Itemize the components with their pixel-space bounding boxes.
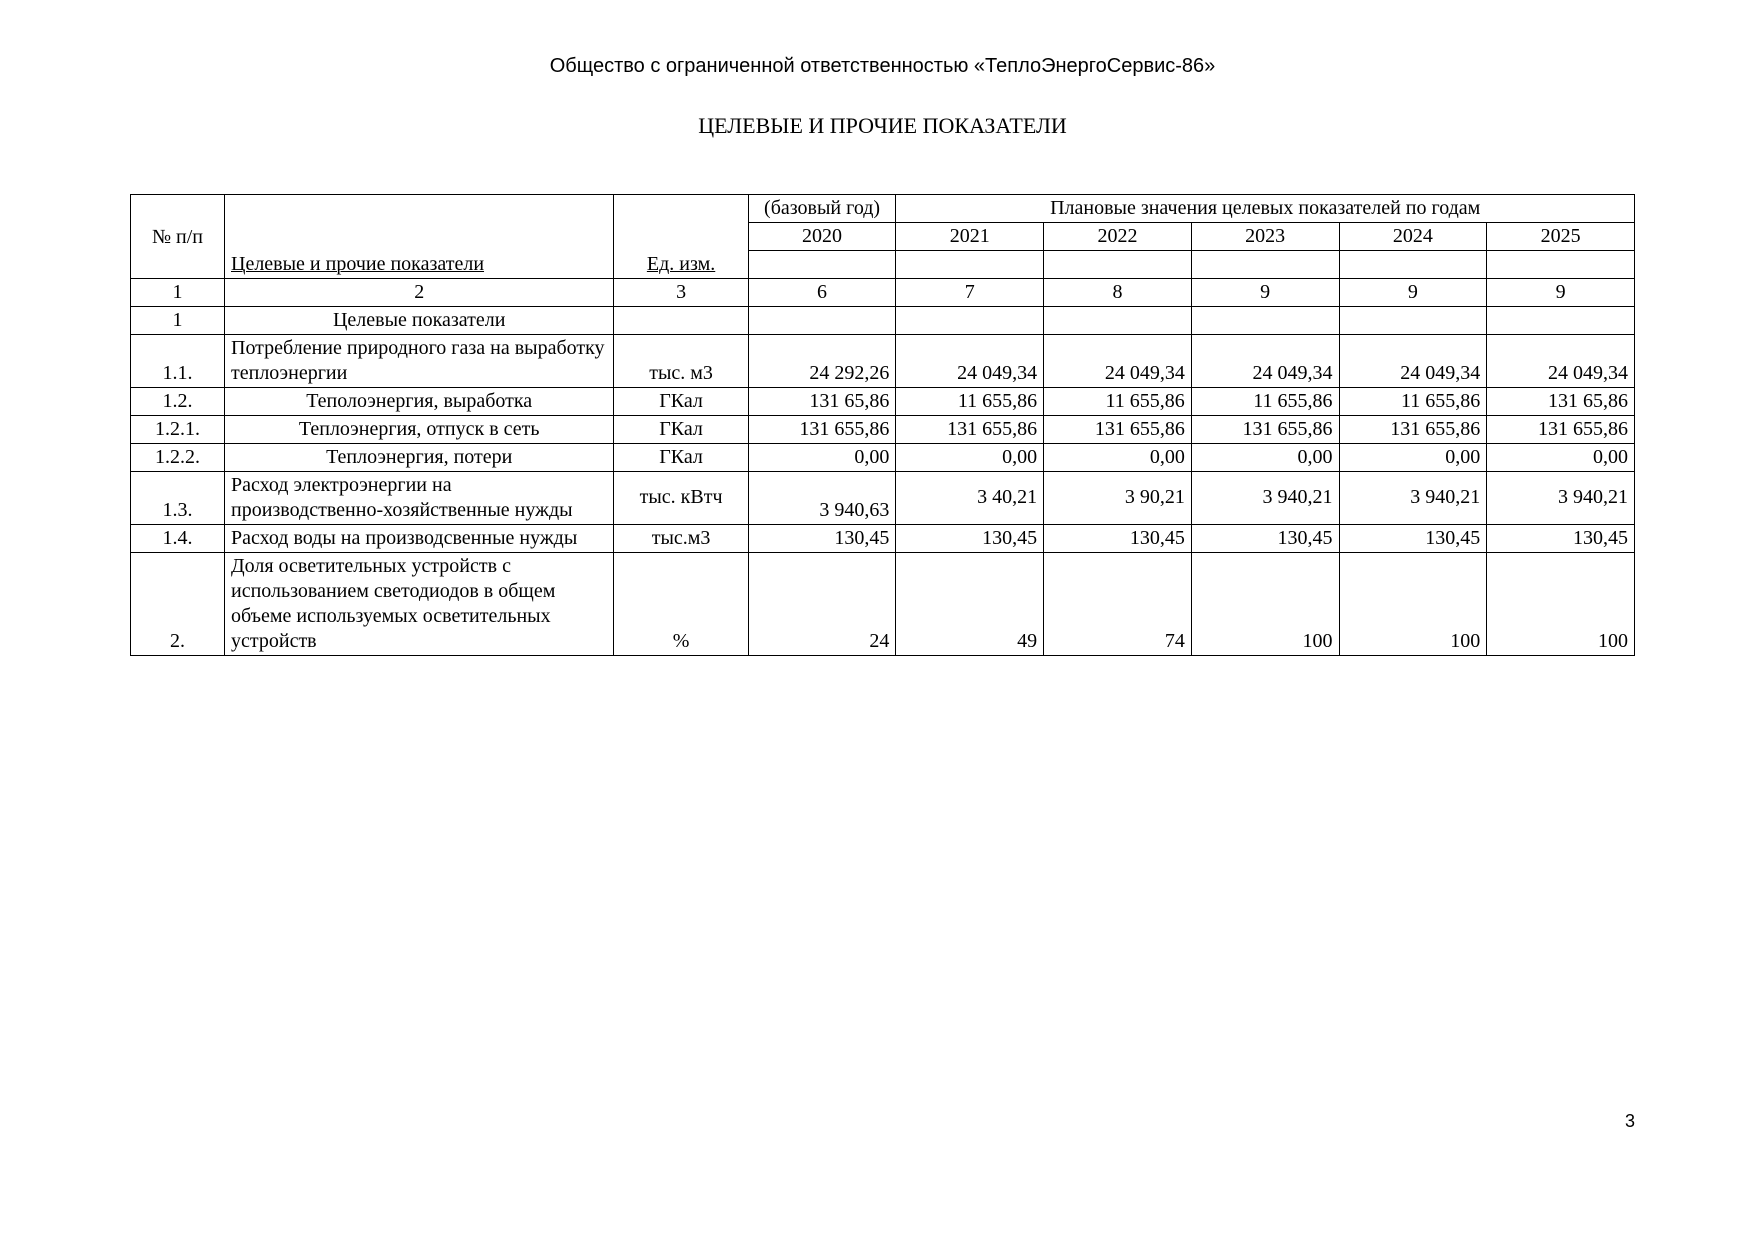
header-row-years: № п/п 2020 2021 2022 2023 2024 2025: [131, 223, 1635, 251]
year-2024: 2024: [1339, 223, 1487, 251]
table-row: 2. Доля осветительных устройств с исполь…: [131, 552, 1635, 655]
base-year-label: (базовый год): [748, 195, 896, 223]
table-row: 1.3. Расход электроэнергии на производст…: [131, 471, 1635, 524]
table-row: 1.1. Потребление природного газа на выра…: [131, 334, 1635, 387]
org-name: Общество с ограниченной ответственностью…: [130, 55, 1635, 78]
year-2025: 2025: [1487, 223, 1635, 251]
table-row: 1.2.1. Теплоэнергия, отпуск в сеть ГКал …: [131, 415, 1635, 443]
table-row: 1.2. Теполоэнергия, выработка ГКал 131 6…: [131, 387, 1635, 415]
header-row-index: 1 2 3 6 7 8 9 9 9: [131, 278, 1635, 306]
year-2020: 2020: [748, 223, 896, 251]
col-unit-label: Ед. изм.: [647, 253, 715, 275]
page-title: ЦЕЛЕВЫЕ И ПРОЧИЕ ПОКАЗАТЕЛИ: [130, 113, 1635, 139]
page-number: 3: [1625, 1111, 1635, 1132]
table-row: 1 Целевые показатели: [131, 306, 1635, 334]
year-2023: 2023: [1191, 223, 1339, 251]
plan-label: Плановые значения целевых показателей по…: [896, 195, 1635, 223]
col-num-label: № п/п: [131, 223, 225, 251]
col-name-label: Целевые и прочие показатели: [231, 253, 484, 275]
table-row: 1.2.2. Теплоэнергия, потери ГКал 0,00 0,…: [131, 443, 1635, 471]
header-row-1: (базовый год) Плановые значения целевых …: [131, 195, 1635, 223]
year-2021: 2021: [896, 223, 1044, 251]
table-row: 1.4. Расход воды на производсвенные нужд…: [131, 524, 1635, 552]
year-2022: 2022: [1044, 223, 1192, 251]
indicators-table: (базовый год) Плановые значения целевых …: [130, 194, 1635, 656]
header-row-labels: Целевые и прочие показатели Ед. изм.: [131, 251, 1635, 279]
